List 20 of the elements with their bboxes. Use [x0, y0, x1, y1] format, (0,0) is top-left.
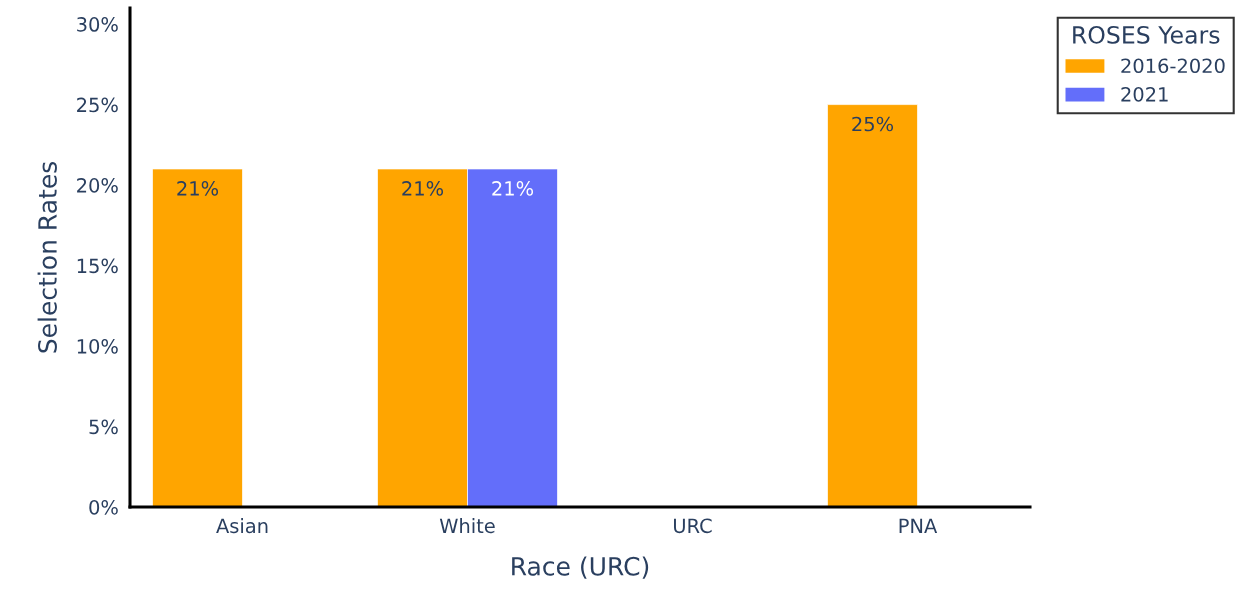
y-tick-label: 25%: [77, 97, 118, 113]
y-tick-label: 5%: [89, 419, 118, 435]
data-label: 25%: [852, 116, 894, 132]
y-tick-label: 10%: [77, 338, 118, 354]
y-tick-label: 15%: [77, 258, 118, 274]
x-tick-label: White: [439, 518, 495, 534]
y-axis-title: Selection Rates: [37, 161, 57, 353]
legend-title: ROSES Years: [1073, 25, 1220, 44]
legend-label: 2016-2020: [1121, 58, 1225, 74]
x-axis-title: Race (URC): [512, 556, 649, 579]
data-label: 21%: [177, 181, 219, 196]
legend-label: 2021: [1121, 86, 1168, 102]
x-tick-label: Asian: [216, 518, 268, 534]
y-tick-label: 30%: [77, 17, 118, 32]
x-tick-label: PNA: [899, 518, 938, 533]
y-tick-label: 0%: [89, 499, 118, 515]
y-tick-label: 20%: [77, 178, 118, 193]
data-label: 21%: [492, 181, 534, 196]
data-label: 21%: [402, 181, 444, 196]
x-tick-label: URC: [674, 518, 712, 534]
